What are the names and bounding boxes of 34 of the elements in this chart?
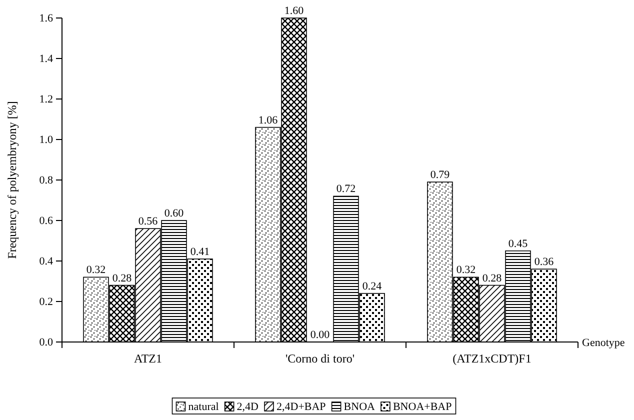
data-label: 1.06 xyxy=(258,114,278,126)
y-tick-label: 0.4 xyxy=(39,256,54,268)
legend-label: BNOA xyxy=(344,401,376,413)
x-axis-title: Genotype xyxy=(582,337,625,349)
legend-label: BNOA+BAP xyxy=(392,401,452,413)
data-label: 0.79 xyxy=(430,169,450,182)
legend-label: natural xyxy=(188,401,219,413)
y-tick-label: 0.2 xyxy=(39,296,53,308)
data-label: 0.00 xyxy=(310,329,330,341)
data-label: 0.28 xyxy=(112,272,132,284)
y-tick-label: 0.6 xyxy=(39,215,54,228)
data-label: 0.36 xyxy=(534,256,554,268)
data-label: 0.24 xyxy=(362,280,382,292)
y-tick-label: 1.4 xyxy=(39,53,54,66)
legend-label: 2,4D+BAP xyxy=(276,401,326,413)
data-label: 0.41 xyxy=(190,246,210,258)
x-tick-label: 'Corno di toro' xyxy=(286,352,354,366)
y-tick-label: 1.0 xyxy=(39,134,54,146)
y-tick-label: 1.2 xyxy=(39,94,53,106)
y-tick-label: 0.0 xyxy=(39,336,54,349)
y-tick-label: 0.8 xyxy=(39,174,54,187)
data-label: 0.56 xyxy=(138,216,158,228)
data-label: 0.32 xyxy=(456,264,476,276)
data-label: 0.32 xyxy=(86,264,106,276)
x-tick-label: ATZ1 xyxy=(134,352,162,366)
data-label: 0.45 xyxy=(508,238,528,250)
y-axis-title: Frequency of polyembryony [%] xyxy=(5,101,19,259)
data-label: 0.28 xyxy=(482,272,502,284)
data-label: 0.72 xyxy=(336,183,356,196)
data-label: 1.60 xyxy=(284,5,304,17)
y-tick-label: 1.6 xyxy=(39,12,54,25)
legend-label: 2,4D xyxy=(236,401,259,413)
x-tick-label: (ATZ1xCDT)F1 xyxy=(452,352,532,366)
data-label: 0.60 xyxy=(164,208,184,220)
